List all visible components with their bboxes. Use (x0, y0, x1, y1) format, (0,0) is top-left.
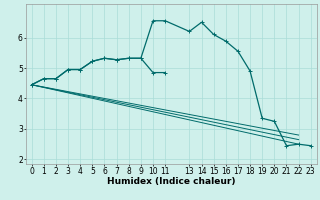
X-axis label: Humidex (Indice chaleur): Humidex (Indice chaleur) (107, 177, 236, 186)
